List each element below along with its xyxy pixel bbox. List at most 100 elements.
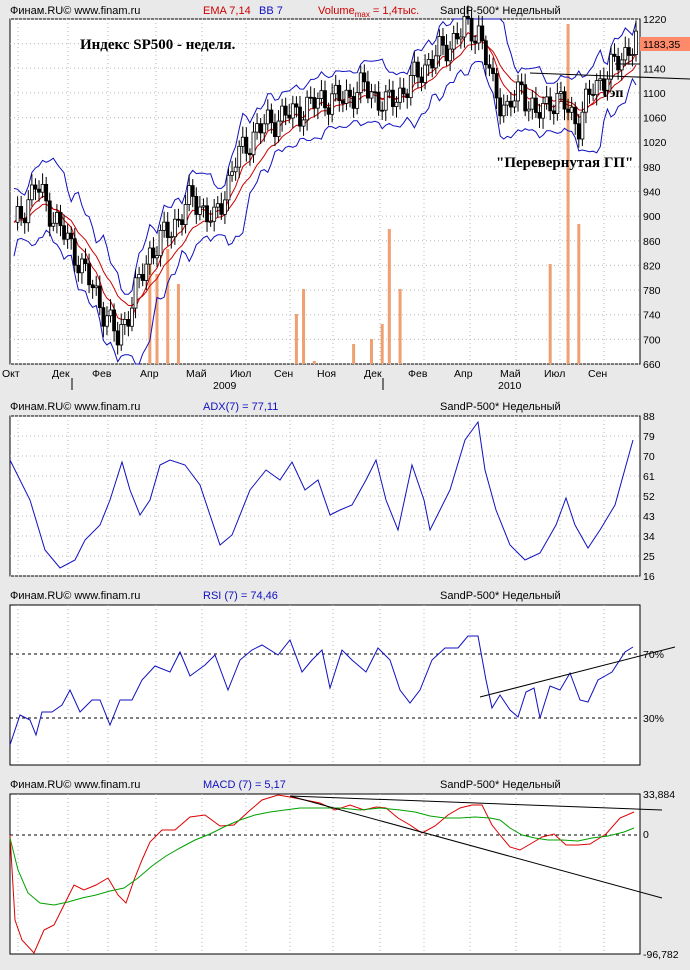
candle-bear [348, 89, 352, 97]
adx-tick-label: 43 [643, 511, 655, 523]
candle-bull [623, 47, 628, 61]
candle-bull [512, 100, 517, 108]
candle-bull [133, 277, 138, 309]
candle-bear [351, 96, 356, 109]
candle-bull [26, 199, 31, 224]
chart-title: Индекс SP500 - неделя. [80, 37, 236, 53]
adx-plot-frame [9, 415, 641, 577]
adx-tick-label: 88 [643, 411, 655, 423]
candle-bull [584, 88, 588, 113]
candle-bear [190, 185, 195, 197]
candle-bear [491, 67, 495, 74]
last-price-label: 1183,35 [643, 39, 680, 51]
adx-tick-label: 79 [643, 431, 655, 443]
x-tick-label: Фев [408, 368, 428, 380]
candle-bear [340, 100, 345, 104]
candle-bull [609, 53, 613, 80]
candle-bull [212, 206, 217, 222]
candle-bear [205, 205, 209, 223]
candle-bull [398, 87, 402, 103]
candle-bull [130, 307, 134, 327]
candle-bear [416, 61, 420, 78]
candle-bull [423, 64, 427, 83]
price-tick-label: 700 [643, 334, 661, 346]
candle-bull [201, 205, 206, 208]
price-tick-label: 740 [643, 310, 661, 322]
candle-bull [330, 93, 335, 115]
candle-bull [526, 108, 531, 112]
candle-bull [569, 106, 574, 113]
candle-bull [172, 218, 177, 238]
candle-bear [508, 100, 513, 108]
candle-bear [44, 183, 49, 202]
candle-bear [72, 238, 77, 266]
candle-bear [616, 56, 621, 71]
candle-bear [373, 91, 377, 94]
candle-bull [462, 15, 467, 38]
candle-bear [576, 123, 581, 140]
candle-bull [408, 75, 413, 98]
candle-bull [516, 81, 520, 102]
candle-bull [255, 123, 259, 133]
candle-bull [215, 203, 220, 208]
gap-annotation: гэп [603, 86, 623, 101]
candle-bull [383, 91, 388, 111]
panel4-source: Финам.RU© www.finam.ru [10, 779, 141, 791]
bb-lower-line [13, 60, 637, 365]
candle-bear [405, 93, 410, 98]
adx-tick-label: 70 [643, 451, 655, 463]
candle-bear [444, 44, 449, 62]
candle-bull [433, 55, 438, 69]
candle-bull [458, 36, 463, 40]
rsi-level-70: 70% [643, 649, 664, 661]
candle-bear [219, 203, 224, 215]
macd-line [9, 794, 635, 954]
candle-bear [47, 200, 52, 227]
volume-bar [387, 229, 391, 364]
candle-bear [176, 218, 181, 221]
macd-plot-frame [9, 793, 641, 955]
volume-bar [302, 289, 306, 364]
adx-line [9, 420, 634, 569]
last-price-tag [640, 37, 690, 51]
candle-bear [419, 76, 424, 83]
panel4-symbol: SandP-500* Недельный [440, 779, 561, 791]
candle-bear [112, 309, 116, 332]
candle-bear [466, 15, 470, 19]
candle-bull [476, 25, 481, 44]
gap-line [529, 72, 690, 80]
candle-bear [244, 136, 249, 154]
candle-bull [137, 274, 142, 279]
price-tick-label: 1220 [643, 14, 667, 26]
macd-tick-label: 0 [643, 829, 649, 841]
candle-bull [80, 258, 84, 274]
rsi-level-30: 30% [643, 713, 664, 725]
candle-bull [122, 319, 127, 325]
panel1-symbol: SandP-500* Недельный [440, 5, 561, 17]
rsi-plot-frame [9, 604, 641, 766]
candle-bear [58, 212, 63, 227]
volume-bar [566, 24, 570, 364]
candle-bull [555, 93, 560, 115]
volume-bar [380, 324, 384, 364]
candle-bull [276, 120, 281, 138]
adx-tick-label: 25 [643, 551, 655, 563]
x-tick-label: Дек [52, 368, 70, 380]
candle-bull [358, 72, 363, 94]
candle-bull [290, 103, 295, 119]
candle-bull [394, 101, 399, 108]
candle-bear [430, 59, 435, 69]
candle-bull [105, 315, 109, 327]
candle-bear [365, 81, 370, 99]
candle-bear [273, 122, 277, 138]
candle-bull [605, 78, 610, 91]
candle-bull [412, 61, 417, 76]
candle-bull [369, 91, 374, 99]
volume-bar [352, 344, 356, 364]
candle-bull [223, 199, 227, 215]
candle-bull [387, 89, 392, 93]
candle-bull [208, 220, 213, 223]
candle-bull [155, 255, 159, 259]
macd-resistance-line [289, 795, 663, 811]
